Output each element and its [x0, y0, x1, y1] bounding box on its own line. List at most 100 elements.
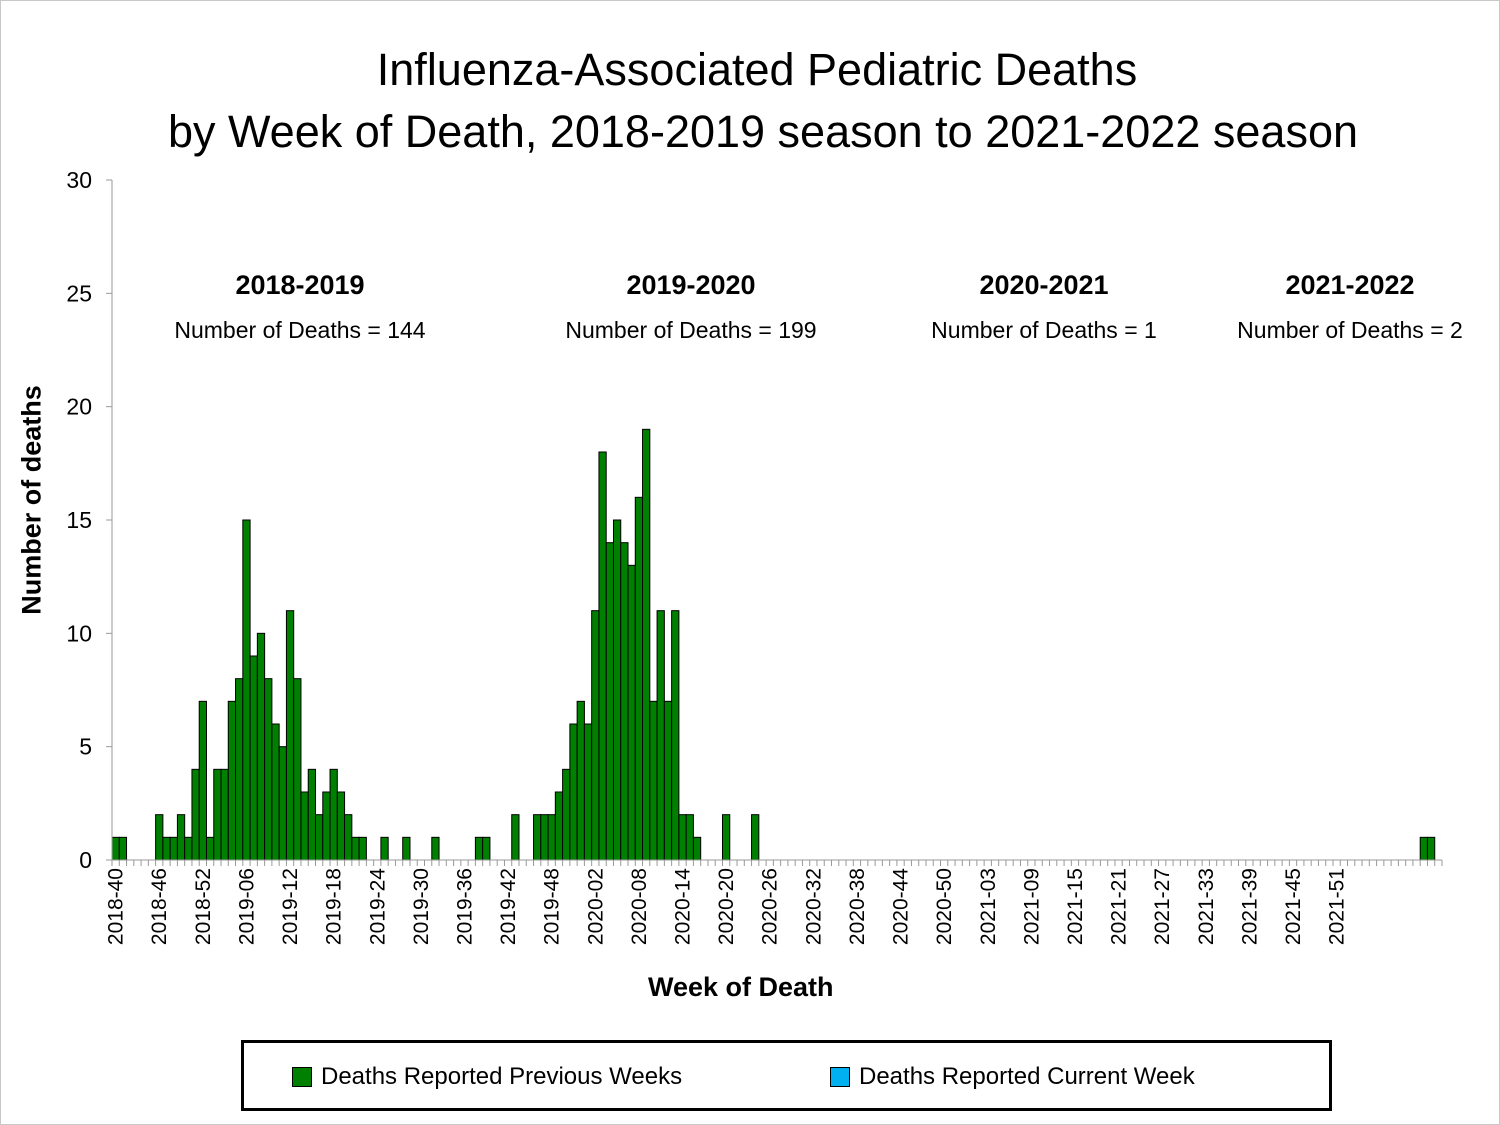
bar [249, 655, 258, 861]
bar [242, 519, 251, 861]
bar [235, 678, 244, 861]
y-tick-label: 15 [66, 507, 92, 533]
bar [569, 723, 578, 861]
bar [380, 836, 389, 861]
season-label: 2019-2020 [626, 270, 756, 300]
bar [329, 768, 338, 861]
x-tick-label: 2021-39 [1238, 868, 1261, 945]
bar [402, 836, 411, 861]
bar [663, 700, 673, 861]
bar [649, 700, 658, 861]
x-tick-label: 2019-48 [541, 868, 564, 945]
bar [540, 814, 549, 861]
bar [721, 814, 731, 861]
x-tick-label: 2020-26 [759, 868, 782, 945]
bar [220, 768, 229, 861]
bar [562, 768, 571, 861]
bar [671, 610, 680, 861]
season-death-count: Number of Deaths = 144 [174, 317, 426, 343]
legend-swatch-blue [830, 1067, 850, 1087]
season-annotation-2020-2021: 2020-2021 Number of Deaths = 1 [874, 270, 1214, 344]
y-tick-label: 20 [66, 394, 92, 420]
x-tick-label: 2019-30 [410, 868, 433, 945]
season-label: 2021-2022 [1285, 270, 1415, 300]
bar [1419, 836, 1428, 861]
bar [612, 519, 622, 861]
bar [336, 791, 346, 861]
bar [344, 814, 353, 861]
bar [351, 836, 360, 861]
bar [482, 836, 491, 861]
bar [307, 768, 317, 861]
bar [474, 836, 484, 861]
bar [598, 451, 607, 861]
bar [315, 814, 324, 861]
bar [205, 836, 215, 861]
x-axis-label: Week of Death [648, 972, 834, 1002]
bar [431, 836, 440, 861]
bar [751, 814, 760, 861]
bar [300, 791, 309, 861]
x-tick-label: 2020-38 [846, 868, 869, 945]
season-death-count: Number of Deaths = 1 [931, 317, 1157, 343]
bar [692, 836, 702, 861]
season-label: 2020-2021 [979, 270, 1109, 300]
bar [155, 814, 164, 861]
bar [678, 814, 687, 861]
bar [642, 428, 651, 861]
bar [293, 678, 302, 861]
bar [591, 610, 600, 861]
x-tick-label: 2020-02 [584, 868, 607, 945]
season-death-count: Number of Deaths = 199 [565, 317, 817, 343]
x-tick-label: 2020-44 [890, 868, 913, 945]
x-tick-label: 2021-33 [1195, 868, 1218, 945]
bar [271, 723, 280, 861]
x-tick-label: 2018-40 [105, 868, 128, 945]
bar [322, 791, 331, 861]
legend-label: Deaths Reported Current Week [859, 1063, 1195, 1090]
x-tick-label: 2018-52 [192, 868, 215, 945]
x-tick-label: 2019-06 [235, 868, 258, 945]
x-tick-label: 2021-51 [1326, 868, 1349, 945]
x-tick-label: 2018-46 [148, 868, 171, 945]
bar [213, 768, 222, 861]
legend-item-current-week: Deaths Reported Current Week [830, 1063, 1195, 1091]
chart-subtitle: by Week of Death, 2018-2019 season to 20… [167, 106, 1359, 157]
season-death-count: Number of Deaths = 2 [1237, 317, 1463, 343]
bar [162, 836, 171, 861]
bar [620, 542, 629, 861]
x-tick-label: 2019-18 [323, 868, 346, 945]
chart-legend: Deaths Reported Previous Weeks Deaths Re… [241, 1040, 1332, 1111]
x-tick-label: 2020-50 [933, 868, 956, 945]
x-tick-label: 2019-42 [497, 868, 520, 945]
season-annotation-2019-2020: 2019-2020 Number of Deaths = 199 [521, 270, 861, 344]
y-tick-label: 25 [66, 280, 92, 306]
y-tick-label: 5 [79, 734, 92, 760]
x-tick-label: 2019-24 [366, 868, 389, 945]
bar [576, 700, 585, 861]
bar [264, 678, 273, 861]
bar [191, 768, 200, 861]
legend-swatch-green [292, 1067, 312, 1087]
x-tick-label: 2020-32 [802, 868, 825, 945]
bar [256, 632, 266, 861]
bar [656, 610, 665, 861]
bar [533, 814, 542, 861]
bar [554, 791, 564, 861]
bar [184, 836, 193, 861]
x-tick-label: 2021-03 [977, 868, 1000, 945]
bar [583, 723, 593, 861]
x-tick-label: 2020-08 [628, 868, 651, 945]
y-axis-label: Number of deaths [16, 385, 47, 615]
legend-item-previous-weeks: Deaths Reported Previous Weeks [292, 1063, 682, 1091]
y-tick-label: 10 [66, 620, 92, 646]
x-tick-label: 2021-09 [1020, 868, 1043, 945]
y-tick-label: 0 [79, 847, 92, 873]
bar [1426, 836, 1436, 861]
bar [511, 814, 520, 861]
y-tick-label: 30 [66, 167, 92, 193]
x-tick-label: 2019-12 [279, 868, 302, 945]
x-tick-label: 2021-27 [1151, 868, 1174, 945]
bar [634, 496, 644, 861]
